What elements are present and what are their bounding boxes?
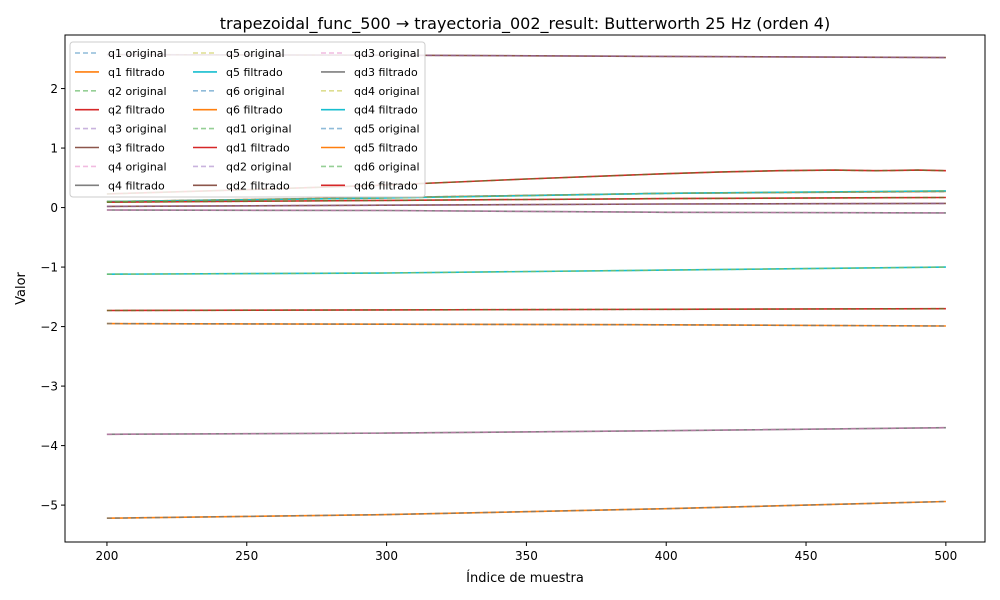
y-tick-label: 2 — [50, 82, 58, 96]
legend-label: qd1 original — [226, 123, 292, 136]
y-tick-label: −2 — [40, 320, 58, 334]
x-axis: 200 250 300 350 400 450 500 — [95, 542, 957, 563]
series-line-qd5-original — [106, 322, 946, 327]
legend-label: q2 filtrado — [108, 104, 165, 117]
y-axis-label: Valor — [14, 271, 29, 304]
legend-label: qd5 original — [354, 123, 420, 136]
legend-label: q1 original — [108, 47, 167, 60]
legend-label: q6 original — [226, 85, 285, 98]
legend-box — [69, 41, 426, 198]
legend-label: q5 filtrado — [226, 66, 283, 79]
legend-label: qd3 filtrado — [354, 66, 418, 79]
series-line-qd2-original — [106, 202, 946, 208]
x-tick-label: 400 — [655, 549, 678, 563]
series-line-qd4-original — [106, 190, 946, 203]
legend-label: q2 original — [108, 85, 167, 98]
legend-label: q6 filtrado — [226, 104, 283, 117]
series-layer — [106, 53, 946, 519]
legend-label: qd5 filtrado — [354, 142, 418, 155]
y-tick-label: −5 — [40, 499, 58, 513]
legend: q1 original q1 filtrado q2 original q2 filt… — [69, 41, 426, 198]
chart-title: trapezoidal_func_500 → trayectoria_002_r… — [220, 14, 830, 34]
series-line-q5-original — [106, 266, 946, 276]
legend-label: qd4 filtrado — [354, 104, 418, 117]
x-axis-label: Índice de muestra — [466, 570, 584, 586]
legend-label: qd1 filtrado — [226, 142, 290, 155]
legend-label: qd3 original — [354, 47, 420, 60]
axes-frame — [64, 34, 986, 543]
legend-label: q5 original — [226, 47, 285, 60]
series-line-q4-original — [106, 426, 946, 436]
legend-label: q1 filtrado — [108, 66, 165, 79]
y-tick-label: 0 — [50, 201, 58, 215]
legend-label: qd2 filtrado — [226, 179, 290, 192]
series-line-q6-original — [106, 500, 946, 519]
x-tick-label: 450 — [795, 549, 818, 563]
series-line-qd3-original — [106, 209, 946, 214]
y-tick-label: 1 — [50, 142, 58, 156]
x-tick-label: 250 — [235, 549, 258, 563]
legend-label: q3 filtrado — [108, 142, 165, 155]
y-tick-label: −3 — [40, 380, 58, 394]
legend-label: q3 original — [108, 123, 167, 136]
x-tick-label: 500 — [934, 549, 957, 563]
series-line-qd6-original — [106, 196, 946, 203]
series-line-q2-original — [106, 307, 946, 312]
legend-label: qd6 filtrado — [354, 179, 418, 192]
x-tick-label: 350 — [515, 549, 538, 563]
y-tick-label: −1 — [40, 261, 58, 275]
x-tick-label: 300 — [375, 549, 398, 563]
x-tick-label: 200 — [95, 549, 118, 563]
plot-area: q1 original q1 filtrado q2 original q2 filt… — [64, 34, 986, 543]
legend-label: qd6 original — [354, 160, 420, 173]
legend-label: q4 filtrado — [108, 179, 165, 192]
legend-label: q4 original — [108, 160, 167, 173]
legend-label: qd4 original — [354, 85, 420, 98]
y-tick-label: −4 — [40, 439, 58, 453]
legend-label: qd2 original — [226, 160, 292, 173]
y-axis: −5 −4 −3 −2 −1 0 1 2 — [40, 82, 65, 513]
